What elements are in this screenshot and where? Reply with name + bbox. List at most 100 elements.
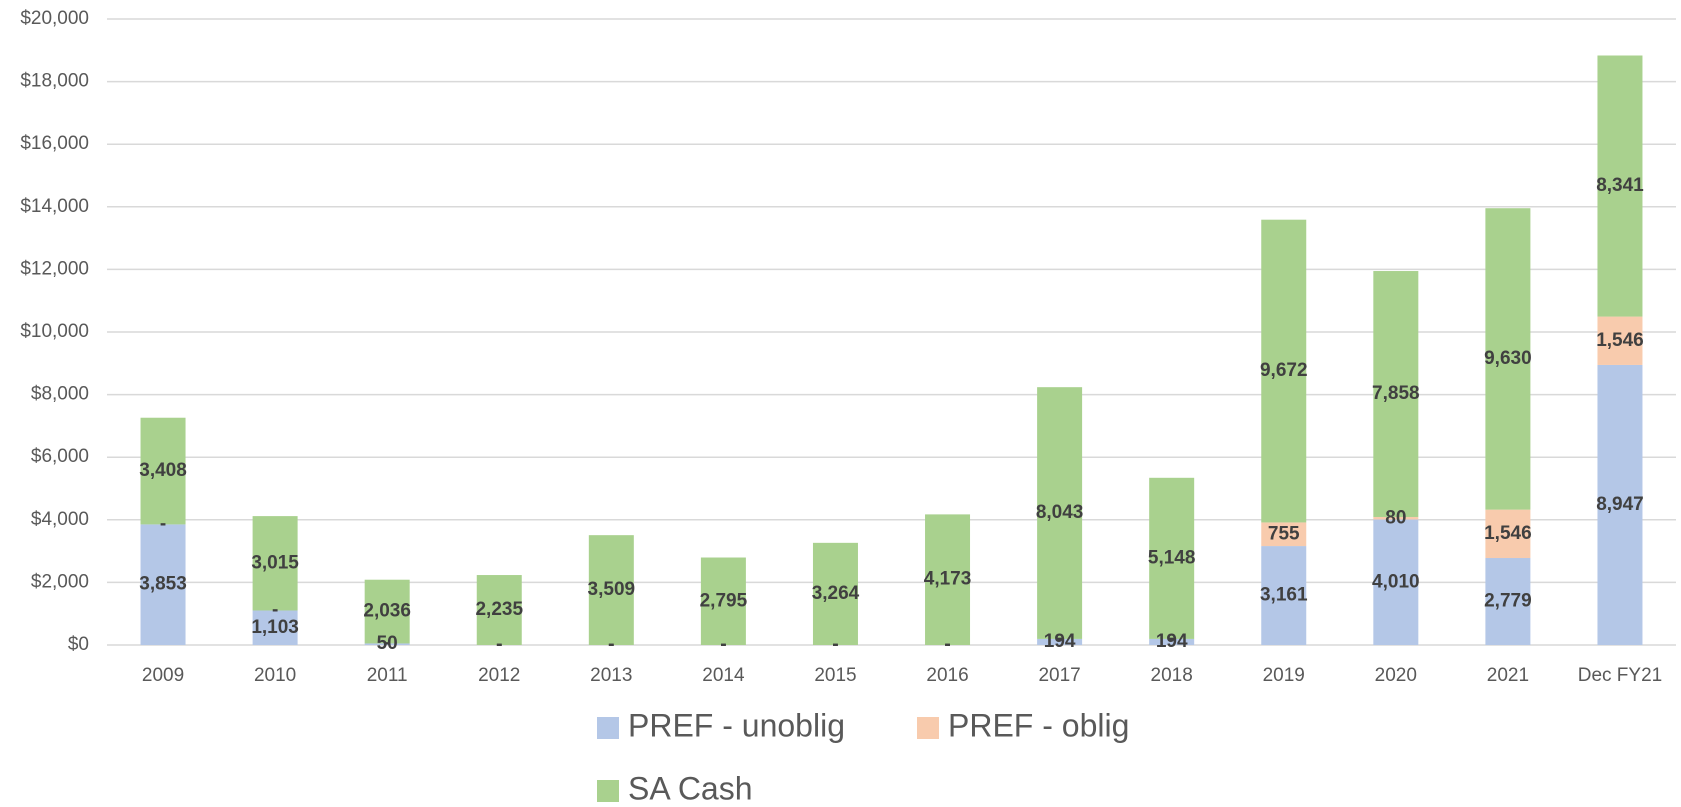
data-label: 5,148 xyxy=(1148,547,1196,568)
data-label: - xyxy=(496,634,502,655)
x-tick-label: 2011 xyxy=(367,665,408,686)
data-label: - xyxy=(832,634,838,655)
x-tick-label: 2019 xyxy=(1263,665,1305,686)
data-label: - xyxy=(1056,628,1062,649)
bar-segment xyxy=(1485,509,1531,559)
y-tick-label: $6,000 xyxy=(31,446,89,467)
data-label: 2,779 xyxy=(1484,591,1532,612)
x-tick-label: 2014 xyxy=(702,665,745,686)
data-label: 3,853 xyxy=(139,574,187,595)
bar-segment xyxy=(476,575,522,645)
data-label: - xyxy=(944,634,950,655)
x-tick-label: Dec FY21 xyxy=(1578,665,1662,686)
y-tick-label: $16,000 xyxy=(20,133,89,154)
y-tick-label: $20,000 xyxy=(20,8,89,29)
y-tick-label: $0 xyxy=(68,634,89,655)
data-label: - xyxy=(1169,628,1175,649)
x-tick-label: 2012 xyxy=(478,665,520,686)
data-label: - xyxy=(272,599,278,620)
data-label: 1,546 xyxy=(1484,523,1532,544)
bar-segment xyxy=(1597,55,1643,317)
y-tick-label: $14,000 xyxy=(20,196,89,217)
data-label: 7,858 xyxy=(1372,383,1420,404)
data-label: 194 xyxy=(1044,631,1076,652)
data-label: 50 xyxy=(377,633,398,654)
bar-segment xyxy=(588,535,634,645)
legend-label: SA Cash xyxy=(628,770,753,806)
data-label: - xyxy=(384,632,390,653)
y-tick-label: $10,000 xyxy=(20,321,89,342)
y-tick-label: $18,000 xyxy=(20,71,89,92)
legend-label: PREF - unoblig xyxy=(628,707,845,743)
bar-segment xyxy=(925,514,971,645)
bar-segment xyxy=(1597,364,1643,645)
bar-segment xyxy=(1485,208,1531,510)
data-label: 3,509 xyxy=(588,579,636,600)
legend-swatch xyxy=(597,780,619,802)
bar-segment xyxy=(1149,477,1195,639)
data-label: 8,341 xyxy=(1596,175,1644,196)
bar-segment xyxy=(1149,638,1195,645)
bar-segment xyxy=(1373,519,1419,645)
data-label: 9,672 xyxy=(1260,360,1308,381)
data-label: - xyxy=(608,634,614,655)
bar-segment xyxy=(364,643,410,645)
x-tick-label: 2015 xyxy=(814,665,856,686)
data-label: 2,795 xyxy=(700,590,748,611)
data-label: 755 xyxy=(1268,523,1300,544)
bar-segment xyxy=(252,516,298,611)
x-tick-label: 2021 xyxy=(1487,665,1529,686)
data-label: 2,235 xyxy=(475,599,523,620)
data-label: 1,103 xyxy=(251,617,299,638)
data-label: 2,036 xyxy=(363,601,411,622)
legend-swatch xyxy=(917,717,939,739)
y-tick-label: $8,000 xyxy=(31,384,89,405)
data-label: - xyxy=(496,634,502,655)
data-label: - xyxy=(720,634,726,655)
bar-segment xyxy=(1485,558,1531,645)
data-label: 3,408 xyxy=(139,460,187,481)
x-tick-label: 2016 xyxy=(926,665,968,686)
bar-segment xyxy=(1373,516,1419,520)
bar-segment xyxy=(140,524,186,645)
data-label: 194 xyxy=(1156,631,1188,652)
data-label: 9,630 xyxy=(1484,348,1532,369)
legend-label: PREF - oblig xyxy=(948,707,1129,743)
data-label: - xyxy=(720,634,726,655)
bar-segment xyxy=(140,417,186,525)
x-tick-label: 2009 xyxy=(142,665,184,686)
bar-segment xyxy=(700,557,746,645)
data-label: 8,947 xyxy=(1596,494,1644,515)
bar-segment xyxy=(1261,522,1307,547)
bar-segment xyxy=(1261,219,1307,523)
y-tick-label: $2,000 xyxy=(31,571,89,592)
bar-segment xyxy=(812,542,858,645)
y-tick-label: $12,000 xyxy=(20,258,89,279)
data-label: - xyxy=(832,634,838,655)
bar-segment xyxy=(1037,638,1083,645)
bar-segment xyxy=(1597,316,1643,365)
bar-segment xyxy=(364,579,410,644)
data-label: - xyxy=(160,513,166,534)
data-label: 3,161 xyxy=(1260,585,1308,606)
data-label: 1,546 xyxy=(1596,330,1644,351)
legend-swatch xyxy=(597,717,619,739)
data-label: - xyxy=(944,634,950,655)
bar-segment xyxy=(252,610,298,645)
data-label: 4,173 xyxy=(924,569,972,590)
bar-segment xyxy=(1261,546,1307,645)
bar-segment xyxy=(1373,271,1419,517)
x-tick-label: 2017 xyxy=(1038,665,1080,686)
data-label: 80 xyxy=(1385,507,1406,528)
data-label: - xyxy=(608,634,614,655)
y-tick-label: $4,000 xyxy=(31,509,89,530)
data-label: 4,010 xyxy=(1372,571,1420,592)
x-tick-label: 2020 xyxy=(1375,665,1417,686)
x-tick-label: 2013 xyxy=(590,665,632,686)
x-tick-label: 2010 xyxy=(254,665,296,686)
data-label: 8,043 xyxy=(1036,502,1084,523)
data-label: 3,015 xyxy=(251,552,299,573)
data-label: 3,264 xyxy=(812,583,860,604)
bar-segment xyxy=(1037,387,1083,639)
